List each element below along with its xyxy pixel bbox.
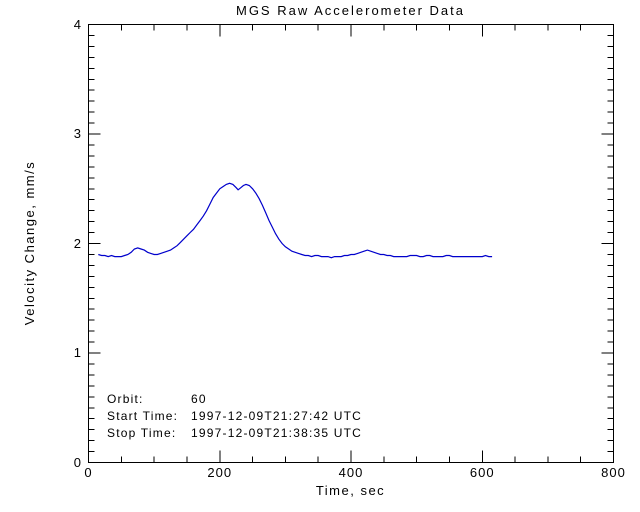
start-time-label: Start Time:	[107, 409, 179, 423]
y-tick-label: 3	[73, 126, 82, 141]
y-tick-label: 1	[73, 345, 82, 360]
annotation-block: Orbit: 60 Start Time: 1997-12-09T21:27:42 …	[107, 391, 362, 442]
chart-title: MGS Raw Accelerometer Data	[235, 3, 465, 18]
y-axis-title: Velocity Change, mm/s	[22, 160, 37, 326]
annotation-stop-time: Stop Time: 1997-12-09T21:38:35 UTC	[107, 425, 362, 442]
x-tick-label: 200	[207, 465, 233, 480]
axes	[88, 24, 614, 463]
annotation-orbit: Orbit: 60	[107, 391, 362, 408]
orbit-label: Orbit:	[107, 392, 144, 406]
x-tick-label: 800	[601, 465, 626, 480]
orbit-value: 60	[191, 392, 207, 406]
y-tick-label: 4	[73, 16, 82, 32]
stop-time-label: Stop Time:	[107, 426, 177, 440]
annotation-start-time: Start Time: 1997-12-09T21:27:42 UTC	[107, 408, 362, 425]
x-tick-label: 0	[84, 465, 93, 480]
start-time-value: 1997-12-09T21:27:42 UTC	[191, 409, 363, 423]
x-tick-label: 400	[338, 465, 364, 480]
y-tick-label: 0	[73, 454, 82, 470]
x-axis-title: Time, sec	[315, 483, 386, 498]
stop-time-value: 1997-12-09T21:38:35 UTC	[191, 426, 363, 440]
x-tick-label: 600	[469, 465, 495, 480]
y-tick-label: 2	[73, 235, 82, 251]
data-curve	[98, 182, 493, 259]
